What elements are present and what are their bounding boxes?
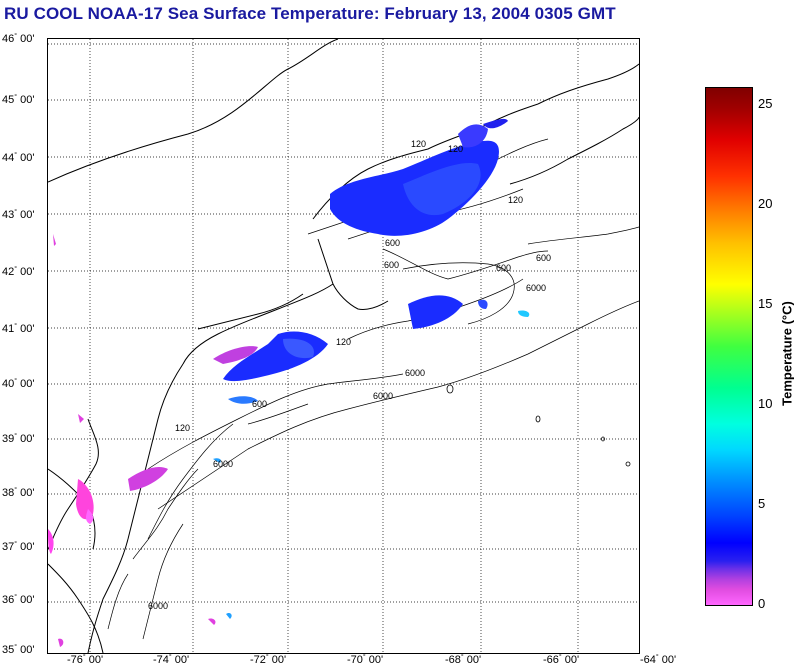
lon-label: -74° 00' xyxy=(153,654,190,666)
lat-label: 38° 00' xyxy=(2,487,35,499)
colorbar-tick: 5 xyxy=(758,496,766,511)
bathy-label: 6000 xyxy=(526,283,546,293)
small-features xyxy=(446,384,631,467)
lat-label: 36° 00' xyxy=(2,594,35,606)
bathymetry-labels: 120 120 600 600 600 6000 6000 120 600 60… xyxy=(148,139,551,611)
coastline xyxy=(48,39,639,653)
colorbar-tick: 20 xyxy=(758,196,773,211)
lat-label: 44° 00' xyxy=(2,152,35,164)
sst-cold-patches xyxy=(213,118,530,463)
bathy-label: 120 xyxy=(448,144,463,154)
lat-label: 43° 00' xyxy=(2,209,35,221)
colorbar-tick: 0 xyxy=(758,596,766,611)
lon-label: -64° 00' xyxy=(640,654,677,666)
lat-label: 39° 00' xyxy=(2,433,35,445)
bathy-label: 600 xyxy=(384,260,399,270)
sst-map: 120 120 600 600 600 6000 6000 120 600 60… xyxy=(47,38,640,654)
lon-label: -76° 00' xyxy=(67,654,104,666)
lat-label: 46° 00' xyxy=(2,33,35,45)
colorbar-tick: 15 xyxy=(758,296,773,311)
bathy-label: 120 xyxy=(175,423,190,433)
lat-label: 41° 00' xyxy=(2,323,35,335)
lon-label: -70° 00' xyxy=(347,654,384,666)
colorbar-tick: 10 xyxy=(758,396,773,411)
lon-label: -66° 00' xyxy=(543,654,580,666)
bathy-label: 6000 xyxy=(373,391,393,401)
bathy-label: 120 xyxy=(411,139,426,149)
colorbar-label: Temperature (°C) xyxy=(779,301,795,406)
bathy-label: 6000 xyxy=(148,601,168,611)
lon-label: -68° 00' xyxy=(445,654,482,666)
sst-map-canvas: 120 120 600 600 600 6000 6000 120 600 60… xyxy=(48,39,639,653)
bathy-label: 600 xyxy=(496,263,511,273)
bathy-label: 6000 xyxy=(213,459,233,469)
bathy-label: 120 xyxy=(336,337,351,347)
lat-label: 42° 00' xyxy=(2,266,35,278)
temperature-colorbar xyxy=(705,87,753,606)
lat-label: 37° 00' xyxy=(2,541,35,553)
bathy-label: 120 xyxy=(508,195,523,205)
bathy-label: 600 xyxy=(536,253,551,263)
lat-label: 35° 00' xyxy=(2,644,35,656)
sst-warm-patches xyxy=(48,234,258,647)
lat-label: 40° 00' xyxy=(2,378,35,390)
lat-label: 45° 00' xyxy=(2,94,35,106)
bathy-label: 600 xyxy=(252,399,267,409)
map-title: RU COOL NOAA-17 Sea Surface Temperature:… xyxy=(4,4,616,23)
bathy-label: 6000 xyxy=(405,368,425,378)
lon-label: -72° 00' xyxy=(250,654,287,666)
colorbar-tick: 25 xyxy=(758,96,773,111)
bathy-label: 600 xyxy=(385,238,400,248)
